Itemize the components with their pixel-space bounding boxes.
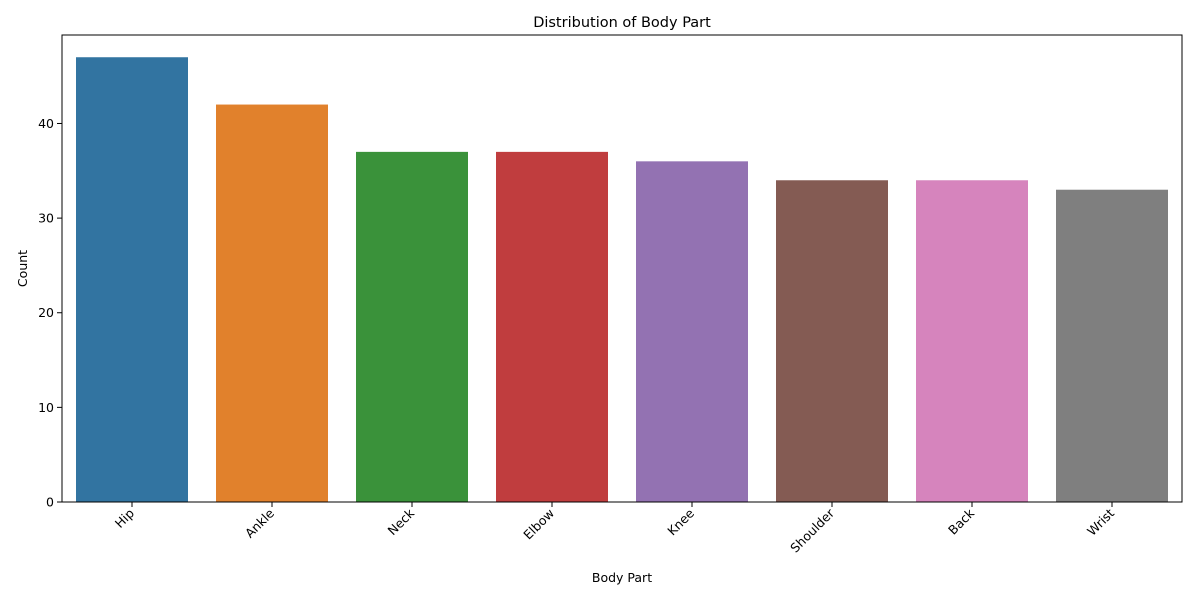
bars-group [76, 57, 1168, 503]
bar-shoulder [776, 180, 888, 503]
x-tick-label: Shoulder [787, 505, 838, 556]
x-tick-label: Ankle [242, 505, 277, 540]
y-tick-label: 0 [46, 495, 54, 510]
bar-knee [636, 161, 748, 503]
x-tick-label: Knee [664, 505, 697, 538]
y-tick-label: 20 [38, 305, 54, 320]
bar-ankle [216, 104, 328, 502]
x-tick-label: Elbow [520, 506, 557, 543]
x-tick-label: Wrist [1084, 505, 1117, 538]
y-axis-label: Count [15, 250, 30, 287]
bar-wrist [1056, 189, 1168, 502]
bar-hip [76, 57, 188, 502]
x-axis-ticks: Hip Ankle Neck Elbow Knee Shoulder Back Wrist [112, 502, 1117, 555]
y-tick-label: 30 [38, 211, 54, 226]
y-tick-label: 10 [38, 400, 54, 415]
x-axis-label: Body Part [592, 570, 652, 585]
chart-title: Distribution of Body Part [533, 15, 711, 31]
bar-back [916, 180, 1028, 503]
x-tick-label: Back [945, 505, 978, 538]
y-tick-label: 40 [38, 116, 54, 131]
x-tick-label: Hip [112, 505, 137, 530]
bar-neck [356, 151, 468, 502]
x-tick-label: Neck [384, 505, 417, 538]
plot-frame [61, 34, 1183, 503]
y-axis-ticks: 0 10 20 30 40 [38, 116, 62, 510]
bar-elbow [496, 151, 608, 502]
